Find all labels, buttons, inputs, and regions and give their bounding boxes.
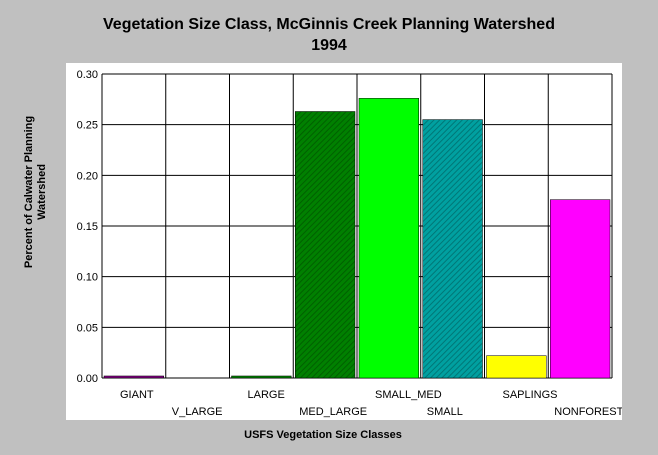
x-axis-label: USFS Vegetation Size Classes <box>244 429 402 441</box>
x-tick-label: MED_LARGE <box>299 406 367 418</box>
y-tick-label: 0.30 <box>77 69 98 81</box>
y-tick-label: 0.25 <box>77 120 98 132</box>
y-tick-label: 0.15 <box>77 221 98 233</box>
bar-med-large <box>295 111 356 379</box>
bar-small <box>422 119 483 379</box>
bar-giant <box>103 375 164 379</box>
bar-large <box>231 375 292 379</box>
x-tick-label: SAPLINGS <box>503 389 558 401</box>
x-tick-label: SMALL <box>427 406 463 418</box>
x-tick-label: GIANT <box>120 389 154 401</box>
x-tick-label: LARGE <box>248 389 285 401</box>
x-tick-label: SMALL_MED <box>375 389 442 401</box>
bar-nonforest <box>550 199 611 379</box>
y-tick-label: 0.20 <box>77 170 98 182</box>
y-tick-label: 0.10 <box>77 272 98 284</box>
y-tick-label: 0.00 <box>77 373 98 385</box>
chart-panel: 0.00 0.05 0.10 0.15 0.20 0.25 0.30 GIANT V_LARGE… <box>66 63 622 420</box>
chart-title-line-1: Vegetation Size Class, McGinnis Creek Pl… <box>103 16 555 33</box>
chart-title-line-2: 1994 <box>311 37 347 54</box>
x-tick-label: NONFOREST <box>554 406 622 418</box>
y-axis-label-line-2: Watershed <box>36 164 48 220</box>
bar-saplings <box>486 355 547 379</box>
x-tick-label: V_LARGE <box>172 406 223 418</box>
y-tick-label: 0.05 <box>77 322 98 334</box>
bar-small-med <box>358 98 419 379</box>
y-axis-label-line-1: Percent of Calwater Planning <box>23 115 35 269</box>
bar-chart: 0.00 0.05 0.10 0.15 0.20 0.25 0.30 GIANT V_LARGE… <box>77 69 622 418</box>
chart-title: Vegetation Size Class, McGinnis Creek Pl… <box>0 14 658 56</box>
